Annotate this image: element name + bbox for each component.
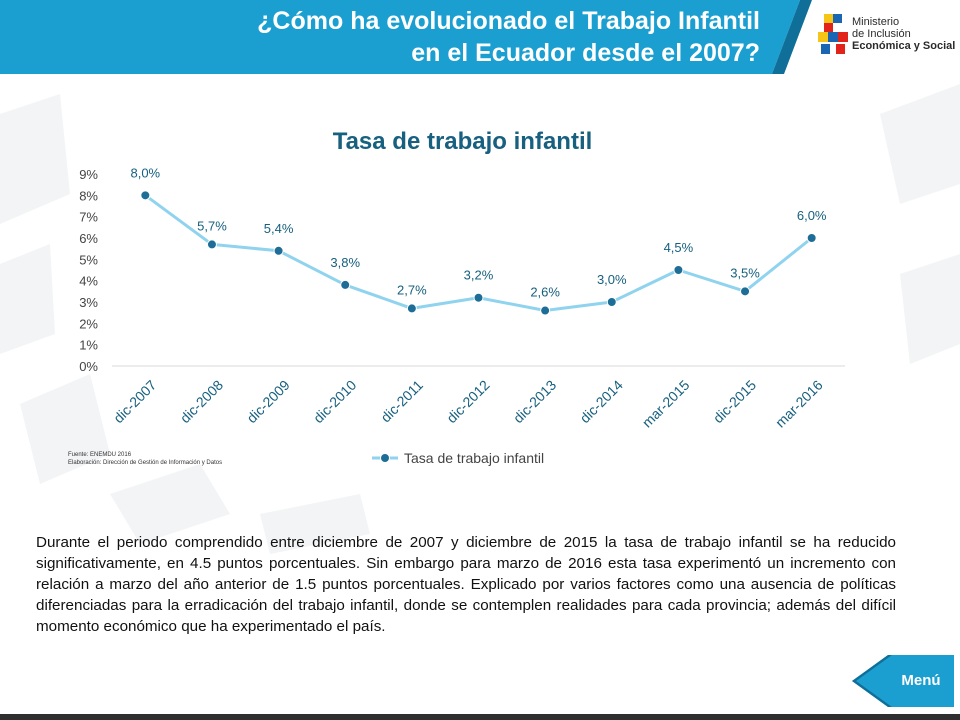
chart-title: Tasa de trabajo infantil <box>332 128 593 155</box>
data-point <box>340 279 351 290</box>
menu-button[interactable]: Menú <box>852 655 954 707</box>
logo-mark-icon <box>818 14 848 54</box>
page-title-line2: en el Ecuador desde el 2007? <box>411 39 760 67</box>
data-label: 3,5% <box>730 265 760 280</box>
data-point <box>140 190 151 201</box>
y-tick-label: 0% <box>79 359 98 374</box>
data-label: 5,4% <box>264 221 294 236</box>
page-title: ¿Cómo ha evolucionado el Trabajo Infanti… <box>60 5 760 69</box>
ministry-logo: Ministerio de Inclusión Económica y Soci… <box>818 12 958 62</box>
data-label: 6,0% <box>797 208 827 223</box>
background-decoration <box>0 84 960 554</box>
elaboration-line: Elaboración: Dirección de Gestión de Inf… <box>68 460 223 466</box>
y-tick-label: 3% <box>79 295 98 310</box>
x-tick-label: dic-2015 <box>710 377 759 426</box>
data-point <box>740 286 751 297</box>
menu-arrow-icon <box>852 655 954 707</box>
y-tick-label: 4% <box>79 274 98 289</box>
description-paragraph: Durante el periodo comprendido entre dic… <box>36 534 896 635</box>
x-tick-label: mar-2016 <box>772 377 826 431</box>
data-label: 2,6% <box>530 285 560 300</box>
y-tick-label: 7% <box>79 210 98 225</box>
y-tick-label: 2% <box>79 316 98 331</box>
line-chart: 0% 1% 2% 3% 4% 5% 6% 7% 8% 9% dic-2007 dic-2008 dic-… <box>79 165 845 431</box>
footer-bar <box>0 714 960 720</box>
x-tick-label: dic-2013 <box>510 377 559 426</box>
header-banner: ¿Cómo ha evolucionado el Trabajo Infanti… <box>0 0 960 74</box>
x-tick-label: dic-2009 <box>243 377 292 426</box>
x-tick-label: dic-2012 <box>443 377 492 426</box>
y-tick-label: 5% <box>79 252 98 267</box>
data-point <box>206 239 217 250</box>
logo-text-line2: de Inclusión <box>852 28 911 40</box>
legend-label: Tasa de trabajo infantil <box>404 450 545 466</box>
y-tick-label: 6% <box>79 231 98 246</box>
source-note: Fuente: ENEMDU 2016 Elaboración: Direcci… <box>68 451 222 467</box>
data-label: 4,5% <box>664 240 694 255</box>
y-tick-label: 8% <box>79 188 98 203</box>
logo-text-line1: Ministerio <box>852 16 900 28</box>
data-label: 2,7% <box>397 282 427 297</box>
x-tick-label: dic-2011 <box>377 377 426 426</box>
data-point <box>606 297 617 307</box>
data-point <box>806 233 817 243</box>
data-point <box>540 305 551 316</box>
x-tick-label: dic-2007 <box>110 377 159 426</box>
legend-marker-icon <box>372 453 398 463</box>
data-point <box>273 245 284 256</box>
source-line: Fuente: ENEMDU 2016 <box>68 452 132 458</box>
y-tick-label: 9% <box>79 167 98 182</box>
x-tick-label: dic-2014 <box>577 377 626 426</box>
logo-text-line3: Económica y Social <box>852 40 956 52</box>
x-tick-label: dic-2008 <box>177 377 226 426</box>
header-shape <box>0 0 812 74</box>
chart-legend: Tasa de trabajo infantil <box>372 449 544 467</box>
data-point <box>673 265 684 275</box>
data-label: 5,7% <box>197 218 227 233</box>
page-title-line1: ¿Cómo ha evolucionado el Trabajo Infanti… <box>257 7 760 35</box>
x-tick-label: mar-2015 <box>639 377 693 431</box>
data-label: 3,2% <box>464 268 494 283</box>
data-label: 8,0% <box>130 165 160 180</box>
data-label: 3,8% <box>330 255 360 270</box>
menu-label: Menú <box>901 672 941 689</box>
y-tick-label: 1% <box>79 338 98 353</box>
data-point <box>473 292 484 303</box>
x-tick-label: dic-2010 <box>310 377 359 426</box>
data-label: 3,0% <box>597 272 627 287</box>
data-point <box>406 303 417 314</box>
